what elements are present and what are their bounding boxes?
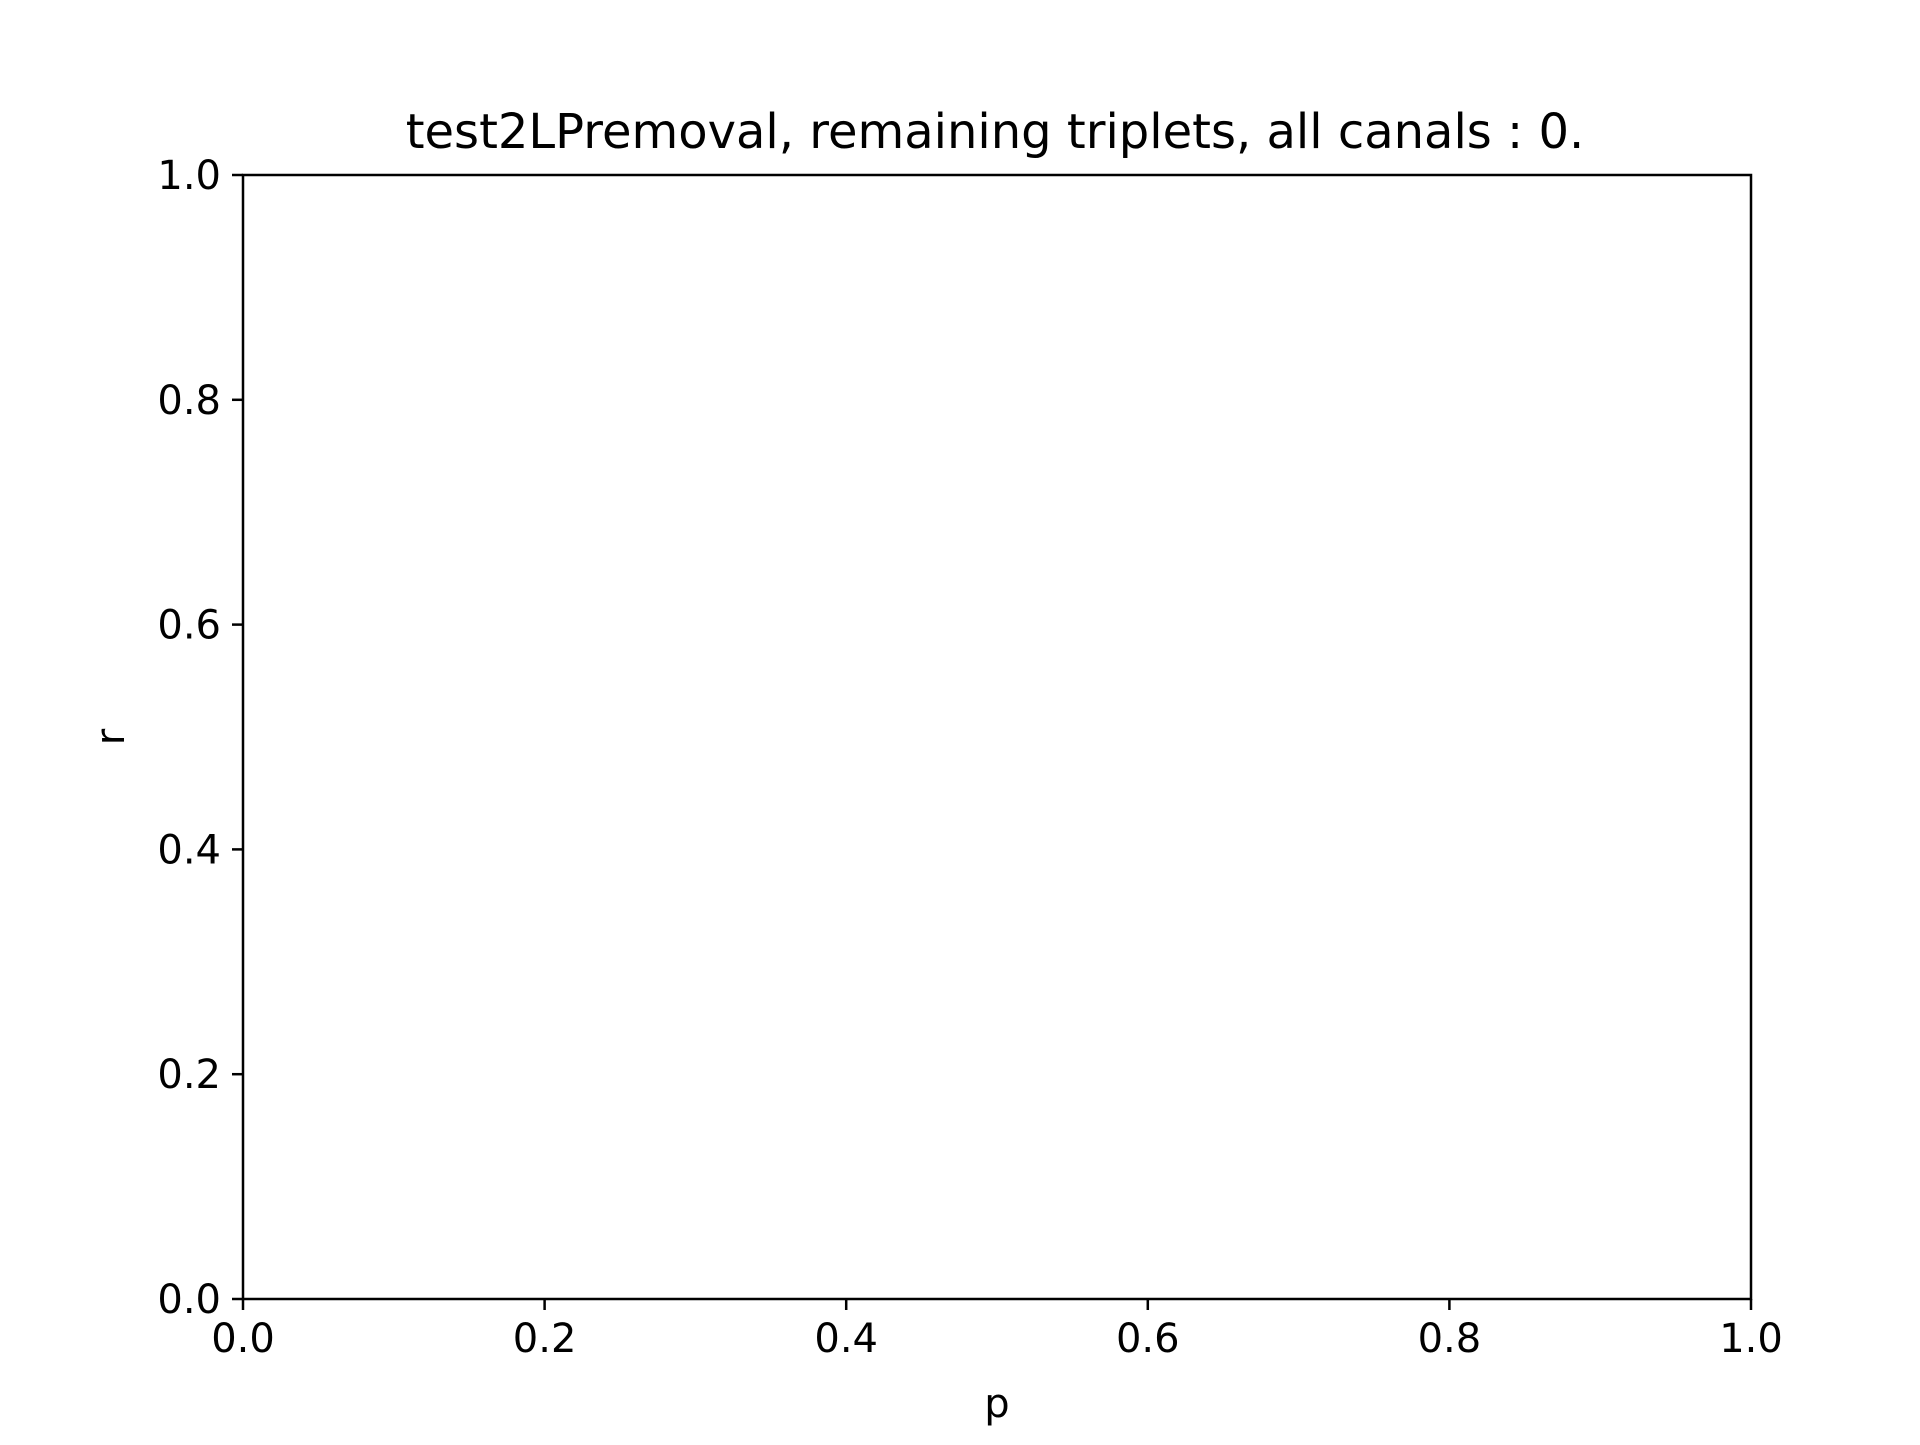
x-tick-label: 0.2 bbox=[513, 1316, 577, 1362]
x-tick-label: 0.0 bbox=[211, 1316, 275, 1362]
chart-title: test2LPremoval, remaining triplets, all … bbox=[406, 104, 1585, 160]
y-axis-ticks: 0.0 0.2 0.4 0.6 0.8 1.0 bbox=[157, 153, 243, 1323]
y-tick-label: 1.0 bbox=[157, 153, 221, 199]
plot-area bbox=[241, 173, 1753, 1301]
y-tick-label: 0.2 bbox=[157, 1052, 221, 1098]
x-axis-label: p bbox=[984, 1381, 1009, 1427]
x-tick-label: 0.6 bbox=[1116, 1316, 1180, 1362]
y-tick-label: 0.8 bbox=[157, 378, 221, 424]
x-tick-label: 1.0 bbox=[1719, 1316, 1783, 1362]
x-axis-ticks: 0.0 0.2 0.4 0.6 0.8 1.0 bbox=[211, 1299, 1783, 1362]
x-tick-label: 0.4 bbox=[814, 1316, 878, 1362]
y-tick-label: 0.4 bbox=[157, 827, 221, 873]
x-tick-label: 0.8 bbox=[1418, 1316, 1482, 1362]
y-tick-label: 0.0 bbox=[157, 1277, 221, 1323]
y-axis-label: r bbox=[88, 728, 134, 745]
y-tick-label: 0.6 bbox=[157, 603, 221, 649]
